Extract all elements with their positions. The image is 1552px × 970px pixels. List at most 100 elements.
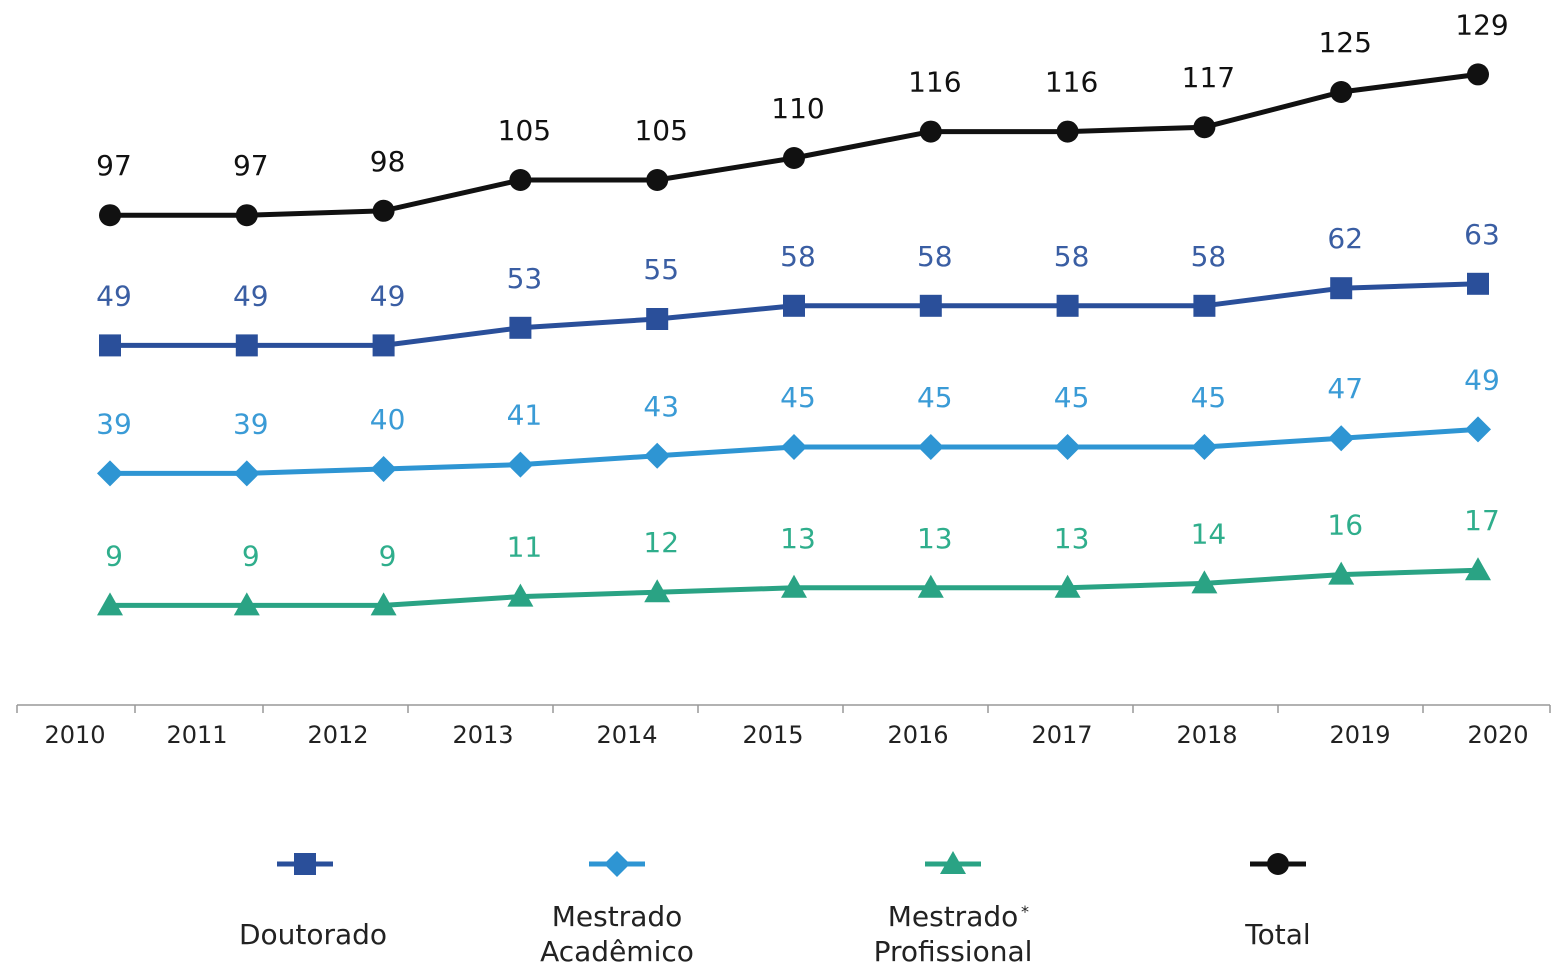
marker <box>1054 434 1081 460</box>
marker <box>235 204 258 227</box>
data-label: 125 <box>1318 26 1371 59</box>
data-label: 13 <box>780 522 816 555</box>
data-label: 97 <box>96 149 132 182</box>
data-label: 13 <box>917 522 953 555</box>
data-label: 45 <box>917 381 953 414</box>
data-label: 40 <box>370 403 406 436</box>
data-label: 49 <box>233 279 269 312</box>
marker <box>509 169 532 191</box>
data-label: 13 <box>1054 522 1090 555</box>
marker <box>919 294 942 317</box>
legend-label: Doutorado <box>238 917 388 951</box>
x-tick-label: 2014 <box>596 721 657 749</box>
legend-label: Total <box>1245 917 1311 951</box>
data-label: 43 <box>643 390 679 423</box>
marker <box>509 316 532 339</box>
marker <box>507 451 534 478</box>
data-label: 116 <box>908 66 961 99</box>
x-tick-label: 2020 <box>1467 721 1528 749</box>
data-label: 49 <box>96 279 132 312</box>
data-label: 97 <box>233 149 269 182</box>
marker <box>1054 574 1081 598</box>
data-label: 62 <box>1327 222 1363 255</box>
marker <box>646 169 669 191</box>
marker <box>781 434 807 460</box>
x-tick-label: 2016 <box>887 721 948 749</box>
data-label: 105 <box>498 114 551 147</box>
data-label: 110 <box>771 92 824 125</box>
marker <box>1056 120 1079 143</box>
marker <box>233 592 260 616</box>
data-label: 45 <box>780 381 816 414</box>
marker <box>233 460 260 487</box>
data-label: 58 <box>780 240 816 273</box>
marker <box>646 308 669 330</box>
marker <box>1328 561 1355 585</box>
data-label: 58 <box>1054 240 1090 273</box>
marker <box>783 294 805 317</box>
marker <box>99 334 121 357</box>
data-label: 41 <box>507 399 543 432</box>
data-label: 12 <box>643 526 679 559</box>
data-label: 11 <box>507 531 543 564</box>
marker <box>99 204 121 227</box>
data-label: 116 <box>1045 66 1098 99</box>
marker <box>370 592 397 616</box>
marker <box>372 199 395 222</box>
marker <box>1465 416 1491 443</box>
data-label: 98 <box>370 145 406 178</box>
data-label: 14 <box>1191 517 1227 550</box>
data-label: 47 <box>1327 372 1363 405</box>
data-label: 55 <box>643 253 679 286</box>
marker <box>1193 294 1216 317</box>
marker <box>235 334 258 357</box>
x-tick-label: 2017 <box>1031 721 1092 749</box>
marker <box>372 334 395 357</box>
data-label: 53 <box>507 262 543 295</box>
data-label: 16 <box>1327 509 1363 542</box>
marker <box>1328 425 1355 452</box>
marker <box>919 120 942 143</box>
data-label: 117 <box>1182 61 1235 94</box>
x-tick-label: 2019 <box>1329 721 1390 749</box>
marker <box>1267 853 1289 875</box>
marker <box>917 434 944 460</box>
legend-label: Mestrado Profissional <box>873 900 1033 968</box>
marker <box>1465 557 1491 581</box>
data-label: 9 <box>379 539 397 572</box>
marker <box>644 442 671 469</box>
data-label: 45 <box>1191 381 1227 414</box>
marker <box>1056 294 1079 317</box>
legend-label: Mestrado Acadêmico <box>540 900 694 968</box>
data-label: 49 <box>1464 363 1500 396</box>
data-label: 49 <box>370 279 406 312</box>
data-label: 105 <box>634 114 687 147</box>
marker <box>1467 272 1489 295</box>
marker <box>604 851 630 877</box>
marker <box>97 592 123 616</box>
legend-note: * <box>1021 902 1029 921</box>
data-label: 58 <box>1191 240 1227 273</box>
marker <box>1191 570 1218 594</box>
marker <box>294 853 316 875</box>
x-tick-label: 2015 <box>742 721 803 749</box>
marker <box>783 147 805 169</box>
marker <box>1467 63 1489 86</box>
x-tick-label: 2011 <box>166 721 227 749</box>
data-label: 45 <box>1054 381 1090 414</box>
x-tick-label: 2018 <box>1176 721 1237 749</box>
marker <box>507 583 534 607</box>
marker <box>1193 116 1216 139</box>
x-tick-label: 2012 <box>307 721 368 749</box>
data-label: 9 <box>105 539 123 572</box>
data-label: 9 <box>242 539 260 572</box>
marker <box>940 851 966 874</box>
data-label: 58 <box>917 240 953 273</box>
data-label: 129 <box>1455 8 1508 41</box>
marker <box>97 460 123 487</box>
data-label: 39 <box>96 407 132 440</box>
x-tick-label: 2010 <box>44 721 105 749</box>
marker <box>1330 277 1353 300</box>
